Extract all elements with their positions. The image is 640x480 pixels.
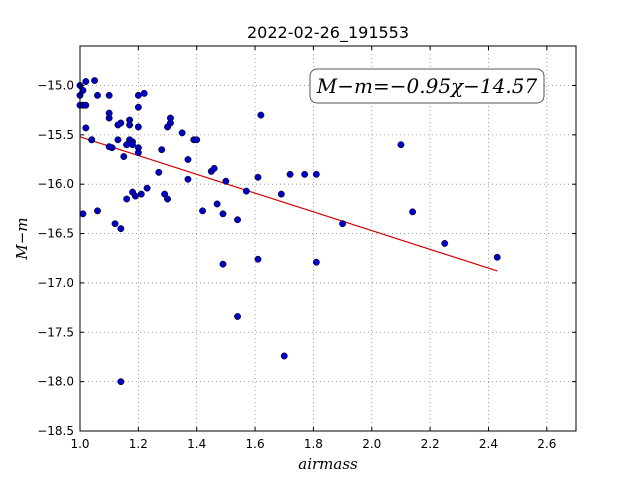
x-tick-label: 2.2 xyxy=(421,437,440,451)
y-tick-label: −17.5 xyxy=(37,325,74,339)
data-point xyxy=(134,91,142,99)
data-point xyxy=(105,91,113,99)
data-point xyxy=(164,195,171,203)
data-point xyxy=(94,207,101,215)
data-point xyxy=(339,220,347,228)
data-point xyxy=(242,187,250,195)
data-point xyxy=(409,208,417,216)
data-point xyxy=(134,149,142,157)
data-points xyxy=(76,77,501,386)
data-point xyxy=(79,210,87,218)
data-point xyxy=(137,190,145,198)
data-point xyxy=(312,170,320,178)
data-point xyxy=(134,123,142,131)
y-tick-label: −17.0 xyxy=(37,276,74,290)
data-point xyxy=(82,101,90,109)
fit-line xyxy=(79,136,498,272)
data-point xyxy=(111,220,119,228)
data-point xyxy=(155,168,163,176)
data-point xyxy=(143,184,151,192)
data-point xyxy=(134,103,142,111)
data-point xyxy=(117,378,125,386)
data-point xyxy=(166,119,174,127)
fit-line-group xyxy=(79,136,498,272)
y-tick-label: −18.0 xyxy=(37,375,74,389)
data-point xyxy=(210,164,218,172)
data-point xyxy=(105,143,113,151)
data-point xyxy=(88,136,96,144)
data-point xyxy=(91,77,99,85)
data-point xyxy=(286,170,294,178)
axis-ticks: 1.0 1.2 1.4 1.6 1.8 2.0 2.2 2.4 2.6 −15.0 −15.5 −16… xyxy=(37,46,576,451)
data-point xyxy=(126,121,134,129)
data-point xyxy=(397,141,405,149)
y-axis-label: M−m xyxy=(13,217,31,260)
data-point xyxy=(82,78,90,85)
data-point xyxy=(117,119,125,127)
fit-equation-frame xyxy=(309,68,545,104)
data-point xyxy=(123,141,131,149)
data-point xyxy=(234,216,242,224)
plot-frame xyxy=(79,45,577,432)
y-tick-label: −16.5 xyxy=(37,227,74,241)
x-tick-label: 1.6 xyxy=(246,437,265,451)
data-point xyxy=(219,260,227,268)
x-tick-label: 1.8 xyxy=(304,437,323,451)
data-point xyxy=(301,170,309,178)
data-point xyxy=(493,253,501,261)
data-point xyxy=(280,352,288,360)
data-point xyxy=(254,255,262,263)
data-point xyxy=(312,258,320,266)
x-tick-label: 1.0 xyxy=(70,437,89,451)
chart-title: 2022-02-26_191553 xyxy=(247,23,409,43)
data-point xyxy=(94,91,101,99)
data-point xyxy=(234,313,242,320)
data-point xyxy=(120,153,128,161)
x-tick-label: 2.0 xyxy=(362,437,381,451)
data-point xyxy=(158,146,166,154)
data-point xyxy=(131,192,139,200)
data-point xyxy=(254,173,262,181)
data-point xyxy=(117,225,125,233)
y-tick-label: −18.5 xyxy=(37,424,74,438)
data-point xyxy=(222,177,230,185)
data-point xyxy=(178,129,186,137)
y-tick-label: −16.0 xyxy=(37,177,74,191)
grid-lines xyxy=(79,46,576,432)
data-point xyxy=(441,239,449,247)
x-tick-label: 1.2 xyxy=(129,437,148,451)
x-tick-label: 2.6 xyxy=(537,437,556,451)
data-point xyxy=(82,124,90,132)
y-tick-label: −15.0 xyxy=(37,78,74,92)
data-point xyxy=(123,195,131,203)
x-axis-label: airmass xyxy=(298,455,358,473)
data-point xyxy=(213,200,221,208)
data-point xyxy=(105,114,113,122)
data-point xyxy=(219,210,227,218)
fit-equation-box: M−m=−0.95χ−14.57 xyxy=(309,68,545,104)
x-tick-label: 2.4 xyxy=(479,437,498,451)
data-point xyxy=(140,89,148,97)
data-point xyxy=(193,136,201,144)
fit-equation-text: M−m=−0.95χ−14.57 xyxy=(316,74,538,98)
data-point xyxy=(257,111,265,119)
data-point xyxy=(277,190,285,198)
data-point xyxy=(184,175,192,183)
x-tick-label: 1.4 xyxy=(187,437,206,451)
data-point xyxy=(114,136,122,144)
data-point xyxy=(199,207,206,215)
y-tick-label: −15.5 xyxy=(37,128,74,142)
data-point xyxy=(184,156,192,163)
data-point xyxy=(79,86,87,94)
